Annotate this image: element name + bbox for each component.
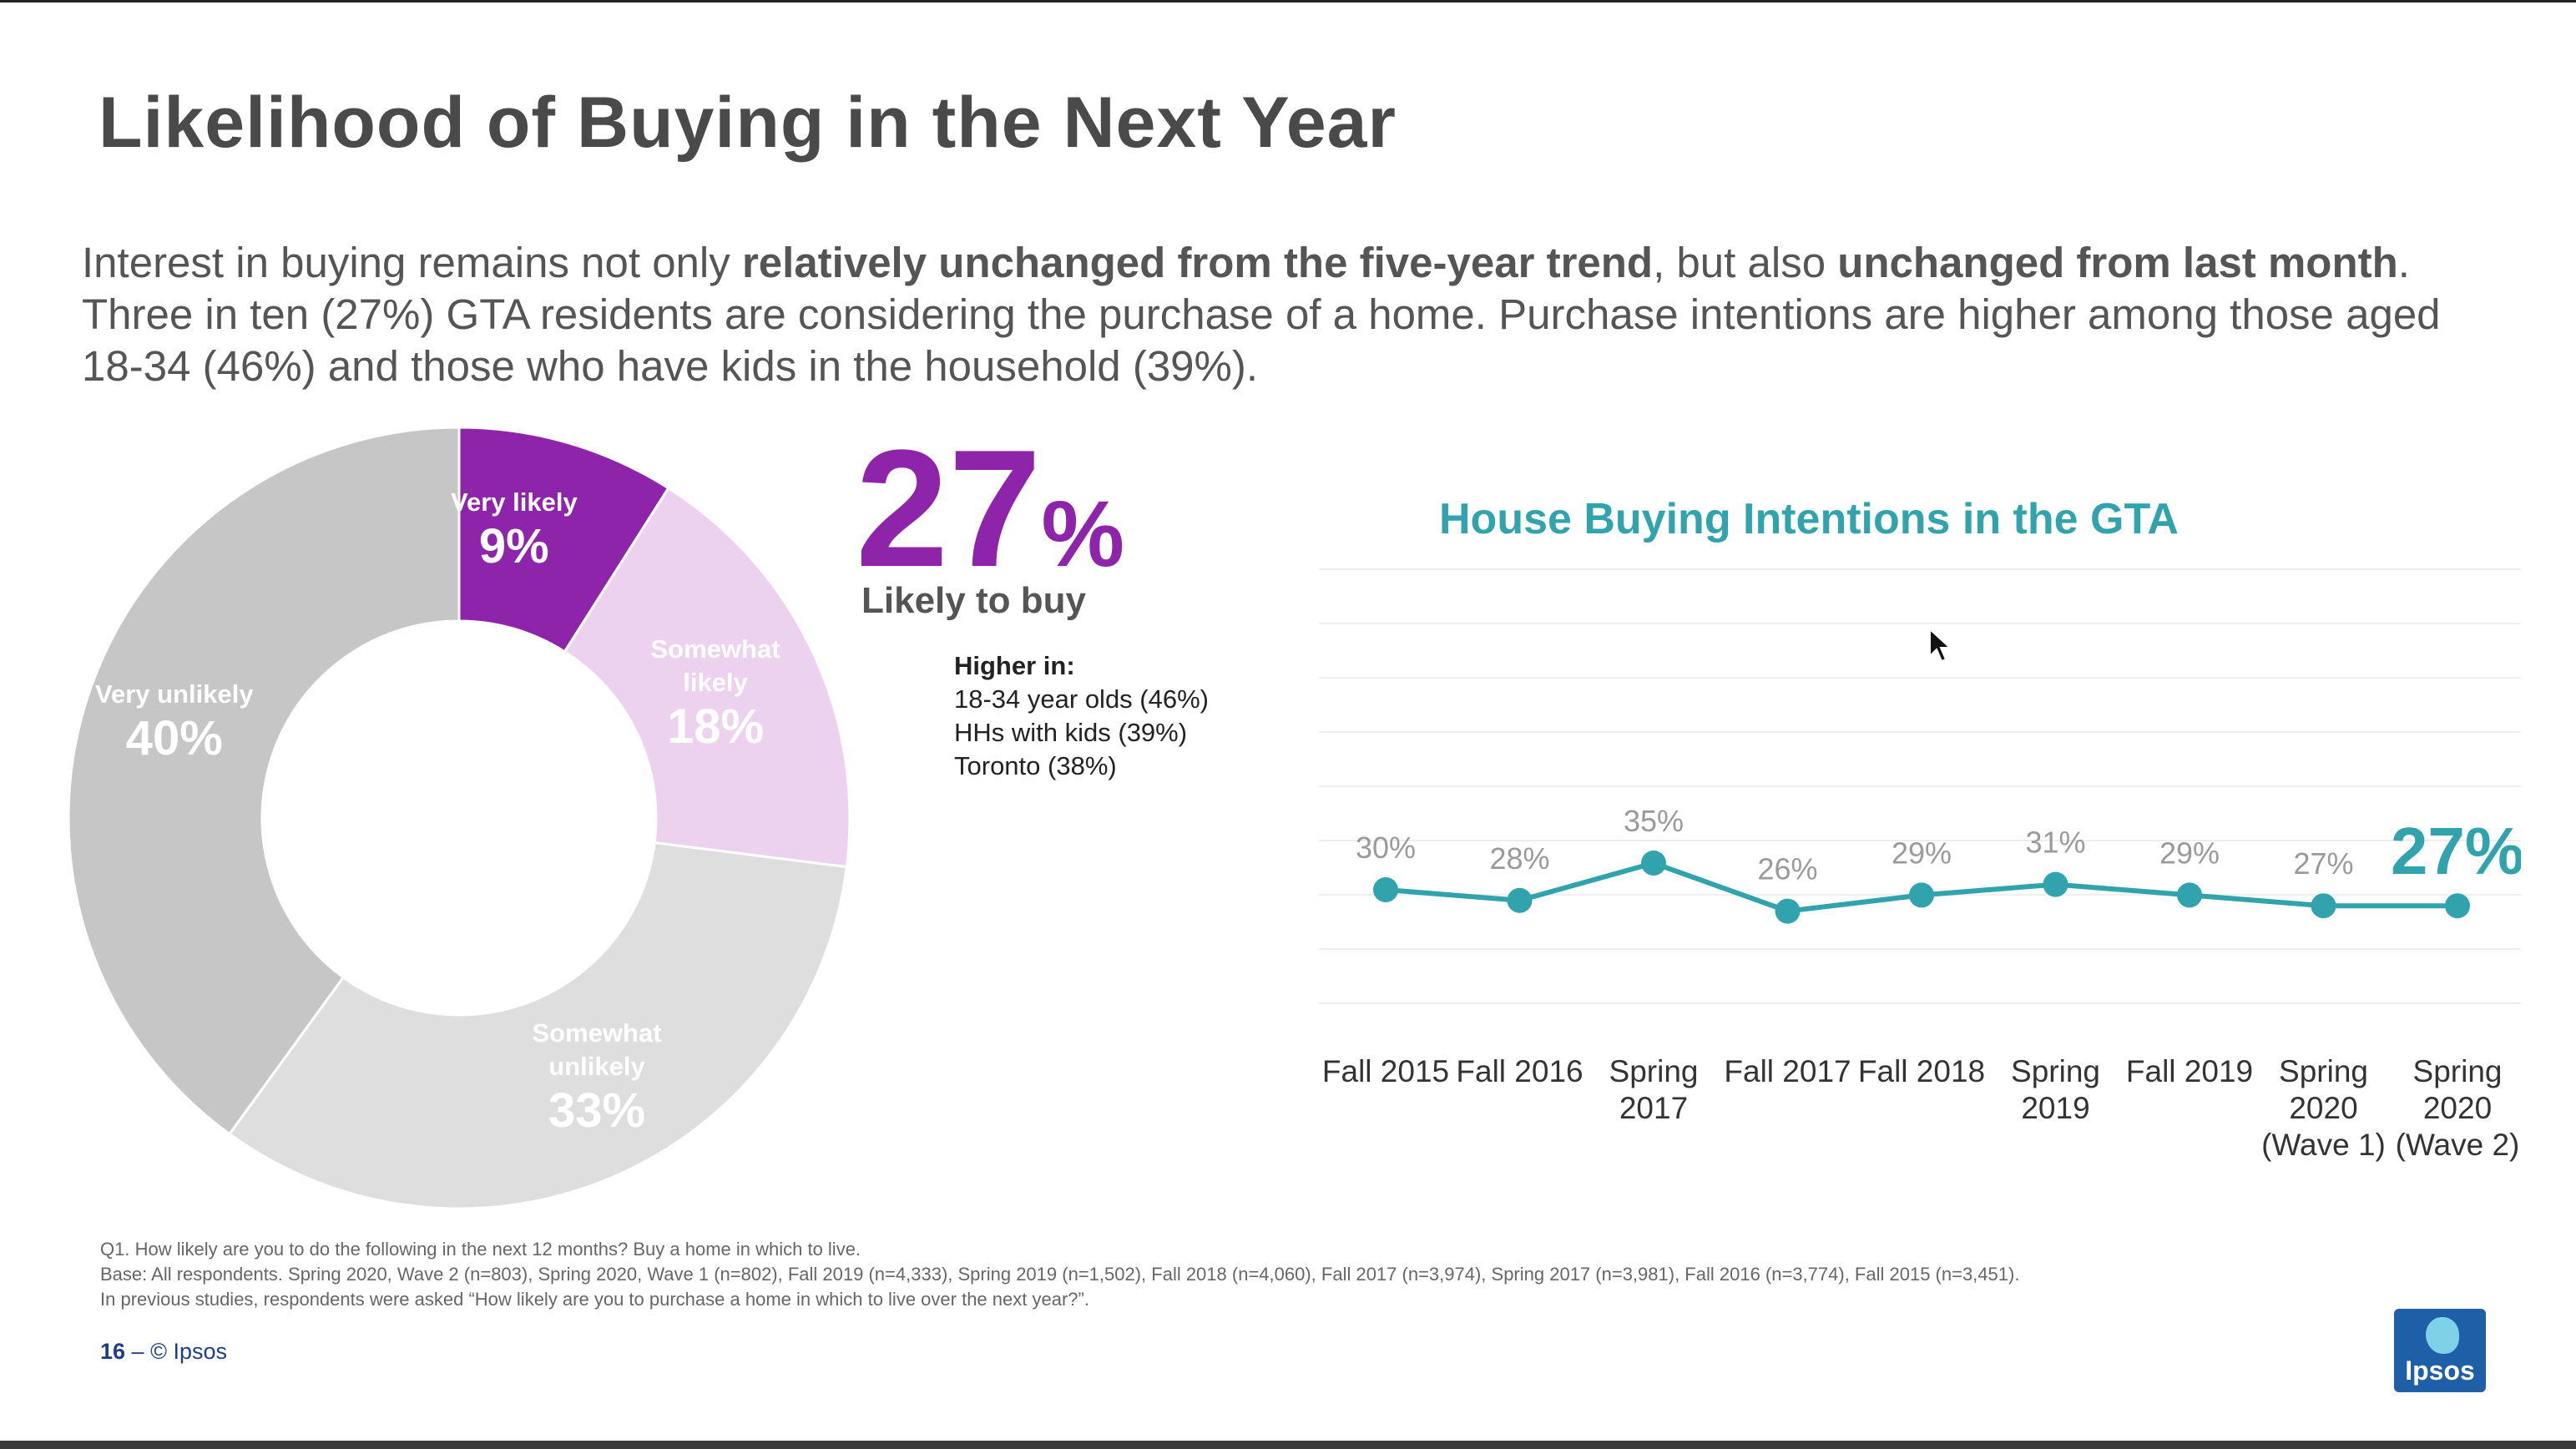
x-tick-label: Spring 2020 (Wave 1) (2261, 1054, 2386, 1162)
higher-in-item: HHs with kids (39%) (954, 718, 1188, 747)
ipsos-logo: Ipsos (2394, 1309, 2486, 1392)
higher-in-heading: Higher in: (954, 651, 1075, 680)
donut-label-name: Somewhat likely (650, 634, 780, 697)
data-label: 30% (1356, 831, 1416, 865)
higher-in-list: Higher in: 18-34 year olds (46%) HHs wit… (954, 649, 1209, 783)
data-label: 27% (2391, 814, 2521, 888)
x-tick-label: Fall 2016 (1456, 1054, 1583, 1088)
footnote-previous: In previous studies, respondents were as… (100, 1289, 1089, 1310)
page-footer: 16 – © Ipsos (100, 1339, 227, 1365)
house-buying-line-chart: 30% 28%35%26% 29% 31% 29% 27% 27%Fall 2015 Fall… (1319, 568, 2521, 1162)
big-number: 27 (856, 416, 1042, 602)
x-tick-label: Fall 2019 (2126, 1054, 2253, 1088)
mouse-cursor-icon (1929, 628, 1952, 663)
donut-label-name: Somewhat unlikely (532, 1018, 662, 1081)
footnote-question: Q1. How likely are you to do the followi… (100, 1239, 861, 1260)
data-point (1373, 877, 1398, 902)
donut-label-value: 9% (478, 519, 549, 573)
data-label: 31% (2025, 825, 2085, 860)
data-label: 29% (2159, 836, 2220, 870)
slide-title: Likelihood of Buying in the Next Year (98, 83, 1397, 163)
higher-in-item: Toronto (38%) (954, 751, 1117, 780)
data-point (2311, 893, 2336, 919)
big-percent-symbol: % (1041, 482, 1125, 586)
donut-label-very-likely: Very likely 9% (451, 486, 578, 574)
donut-label-value: 40% (125, 711, 223, 765)
likelihood-donut-chart (67, 426, 851, 1210)
donut-label-value: 18% (666, 699, 765, 754)
data-point (1909, 882, 1934, 908)
data-label: 28% (1489, 841, 1549, 876)
data-point (1775, 898, 1801, 924)
data-point (2043, 871, 2068, 897)
likely-to-buy-label: Likely to buy (861, 580, 1086, 621)
donut-label-somewhat-likely: Somewhat likely 18% (619, 633, 811, 755)
intro-paragraph: Interest in buying remains not only rela… (82, 237, 2486, 392)
likely-to-buy-percent: 27% (856, 426, 1124, 593)
intro-bold-2: unchanged from last month (1837, 239, 2398, 286)
x-tick-label: Fall 2018 (1858, 1054, 1985, 1088)
intro-text-2: , but also (1653, 239, 1838, 286)
donut-label-somewhat-unlikely: Somewhat unlikely 33% (501, 1017, 693, 1138)
copyright: © Ipsos (150, 1339, 228, 1364)
data-point (2177, 882, 2202, 908)
x-tick-label: Spring 2017 (1609, 1054, 1699, 1125)
donut-label-name: Very likely (451, 487, 578, 517)
higher-in-item: 18-34 year olds (46%) (954, 684, 1209, 714)
page-separator: – (125, 1339, 151, 1364)
intro-bold-1: relatively unchanged from the five-year … (741, 239, 1654, 286)
logo-text: Ipsos (2405, 1356, 2475, 1386)
donut-label-value: 33% (548, 1083, 646, 1138)
data-point (1507, 887, 1533, 913)
donut-slice-somewhat-likely (563, 486, 851, 869)
line-chart-title: House Buying Intentions in the GTA (1439, 495, 2179, 543)
intro-text-3: . Three in ten (27%) GTA residents are c… (82, 239, 2441, 390)
footnote-base: Base: All respondents. Spring 2020, Wave… (100, 1264, 2020, 1285)
intro-text-1: Interest in buying remains not only (82, 239, 742, 286)
data-label: 29% (1892, 836, 1952, 870)
donut-label-name: Very unlikely (95, 679, 254, 709)
footnotes: Q1. How likely are you to do the followi… (100, 1237, 2019, 1312)
bottom-border (0, 1441, 2576, 1449)
donut-slice-very-unlikely (67, 426, 461, 1136)
page-number: 16 (100, 1339, 126, 1364)
data-label: 35% (1624, 804, 1684, 838)
top-border (0, 0, 2576, 3)
data-point (2445, 893, 2470, 919)
x-tick-label: Fall 2015 (1322, 1054, 1449, 1088)
data-point (1641, 851, 1666, 876)
donut-slice-somewhat-unlikely (227, 841, 848, 1210)
x-tick-label: Fall 2017 (1724, 1054, 1851, 1088)
logo-mark-icon (2426, 1317, 2459, 1354)
x-tick-label: Spring 2020 (Wave 2) (2396, 1054, 2520, 1162)
donut-label-very-unlikely: Very unlikely 40% (95, 678, 254, 766)
data-label: 26% (1757, 852, 1817, 886)
x-tick-label: Spring 2019 (2011, 1054, 2100, 1125)
data-label: 27% (2293, 846, 2353, 881)
